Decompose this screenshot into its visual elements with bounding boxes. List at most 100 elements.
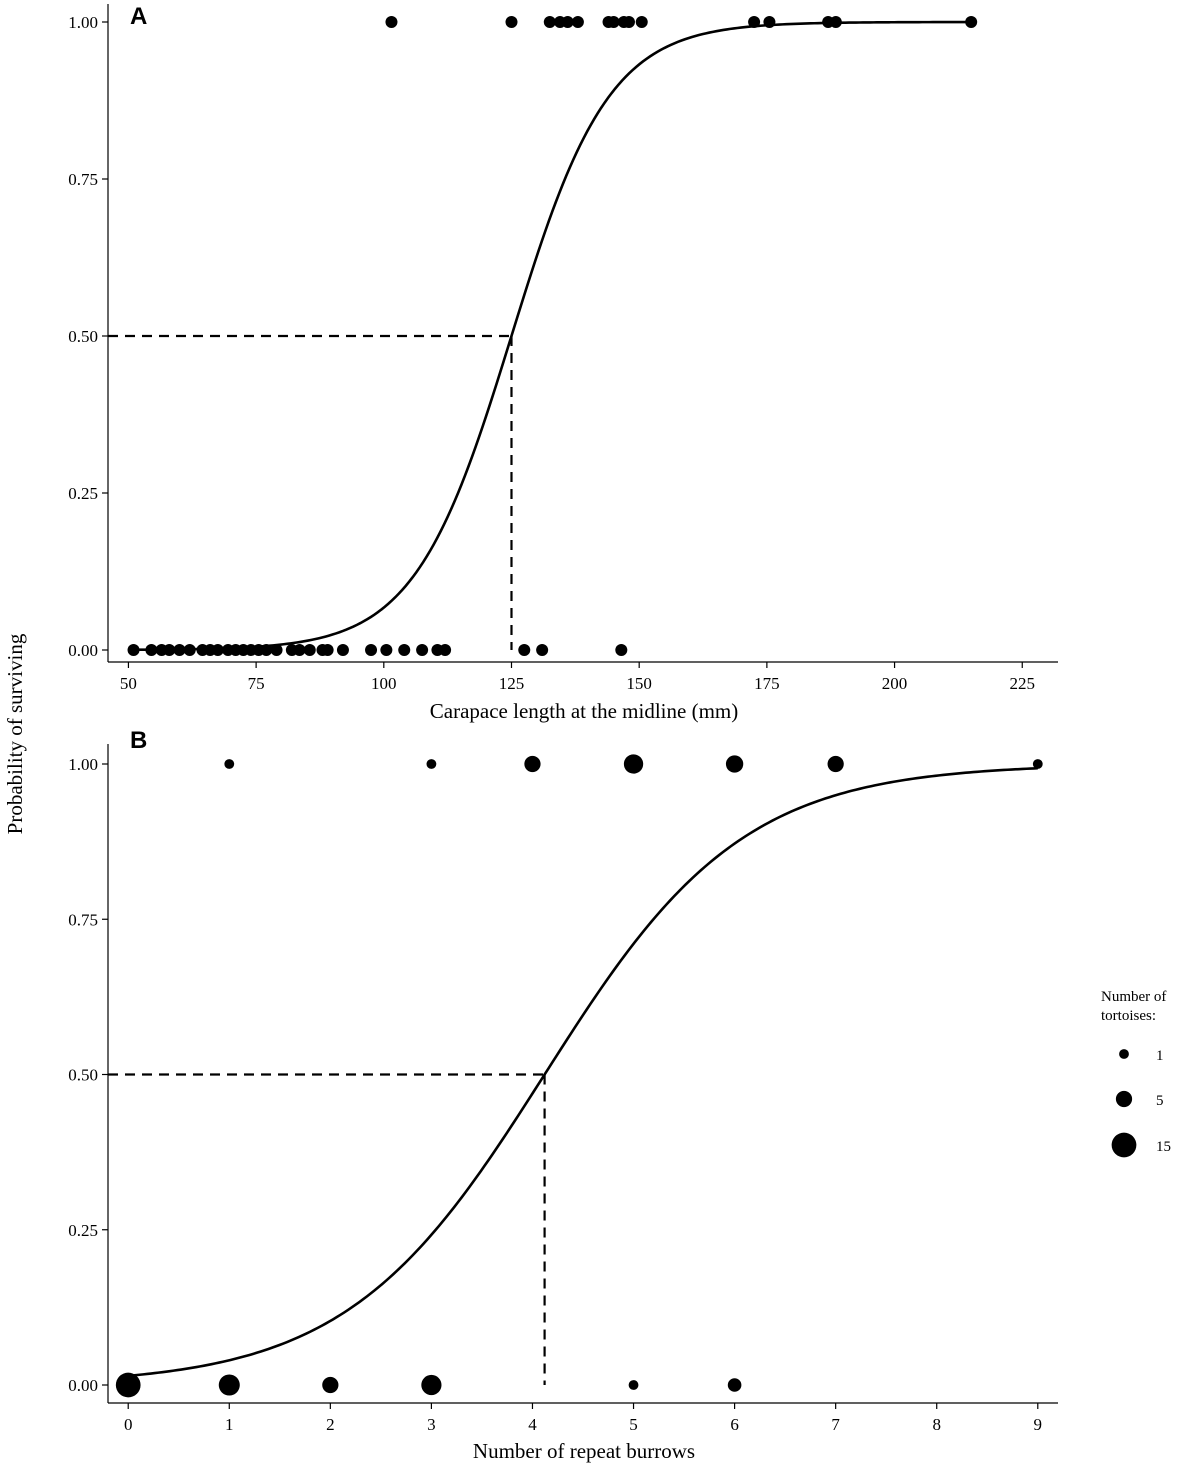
data-point [380,644,393,656]
x-tick-label: 1 [225,1415,234,1434]
x-tick-label: 5 [629,1415,638,1434]
x-tick-label: 9 [1034,1415,1043,1434]
panel-a-label: A [130,3,147,30]
panel-a-points [127,16,978,656]
data-point [827,755,844,773]
data-point [1032,759,1043,769]
panel-b-label: B [130,727,147,754]
panel-b-repeat-burrows: B 0.00 0.25 0.50 0.75 1.00 0 1 2 3 4 5 6 7 8 9 Number … [68,727,1058,1463]
legend-symbol [1111,1132,1137,1158]
data-point [518,644,531,656]
data-point [426,759,437,769]
data-point [561,16,574,28]
data-point [965,16,978,28]
data-point [293,644,306,656]
panel-a-carapace-length: A 0.00 0.25 0.50 0.75 1.00 50 75 100 125 150 175 20… [68,3,1058,723]
x-tick-label: 200 [882,674,908,693]
panel-b-logistic-curve-group [128,766,1038,1378]
panel-a-x-axis-label: Carapace length at the midline (mm) [430,699,738,723]
y-tick-label: 1.00 [68,755,98,774]
legend-label: 15 [1156,1139,1171,1155]
data-point [622,16,635,28]
legend-label: 1 [1156,1048,1164,1064]
data-point [763,16,776,28]
data-point [829,16,842,28]
data-point [218,1374,240,1396]
y-tick-label: 0.75 [68,910,98,929]
x-tick-label: 125 [499,674,525,693]
panel-a-reference-lines [108,334,513,650]
y-tick-label: 0.25 [68,1221,98,1240]
data-point [571,16,584,28]
data-point [421,1374,442,1396]
x-tick-label: 2 [326,1415,335,1434]
x-tick-label: 150 [626,674,652,693]
y-tick-label: 1.00 [68,13,98,32]
data-point [224,759,235,769]
panel-a-logistic-curve-group [133,20,972,652]
x-tick-label: 225 [1009,674,1035,693]
y-tick-label: 0.25 [68,484,98,503]
legend-symbol [1119,1049,1129,1059]
data-point [127,644,140,656]
data-point [163,644,176,656]
data-point [303,644,316,656]
x-tick-label: 4 [528,1415,537,1434]
data-point [336,644,349,656]
x-tick-label: 3 [427,1415,436,1434]
data-point [623,754,644,774]
data-point [321,644,334,656]
data-point [145,644,158,656]
y-tick-label: 0.00 [68,1376,98,1395]
y-tick-label: 0.75 [68,170,98,189]
x-tick-label: 8 [932,1415,941,1434]
data-point [322,1376,339,1394]
shared-y-axis-label: Probability of surviving [3,633,27,834]
data-point [635,16,648,28]
data-point [115,1372,141,1398]
data-point [416,644,429,656]
x-tick-label: 7 [831,1415,840,1434]
data-point [748,16,761,28]
data-point [543,16,556,28]
x-tick-label: 100 [371,674,397,693]
data-point [385,16,398,28]
logistic-curve [133,20,972,652]
legend-title-line-2: tortoises: [1101,1008,1156,1024]
data-point [398,644,411,656]
panel-b-axes: 0.00 0.25 0.50 0.75 1.00 0 1 2 3 4 5 6 7 8 9 [68,744,1058,1434]
data-point [270,644,283,656]
x-tick-label: 6 [730,1415,739,1434]
y-tick-label: 0.50 [68,1066,98,1085]
logistic-curve [128,766,1038,1378]
data-point [173,644,186,656]
legend-label: 5 [1156,1093,1164,1109]
panel-b-x-axis-label: Number of repeat burrows [473,1439,695,1463]
x-tick-label: 50 [120,674,137,693]
y-tick-label: 0.50 [68,327,98,346]
data-point [727,1378,742,1392]
data-point [628,1380,639,1390]
data-point [260,644,273,656]
data-point [615,644,628,656]
legend-title-line-1: Number of [1101,989,1166,1005]
data-point [439,644,452,656]
x-tick-label: 0 [124,1415,133,1434]
data-point [505,16,518,28]
x-tick-label: 175 [754,674,780,693]
y-tick-label: 0.00 [68,641,98,660]
data-point [365,644,378,656]
panel-b-reference-lines [108,1073,546,1385]
data-point [607,16,620,28]
data-point [725,755,744,773]
data-point [211,644,224,656]
panel-b-points [115,754,1043,1398]
panel-a-axes: 0.00 0.25 0.50 0.75 1.00 50 75 100 125 150 175 200 2… [68,4,1058,693]
legend-symbol [1115,1090,1133,1108]
data-point [536,644,549,656]
data-point [524,755,541,773]
x-tick-label: 75 [248,674,265,693]
